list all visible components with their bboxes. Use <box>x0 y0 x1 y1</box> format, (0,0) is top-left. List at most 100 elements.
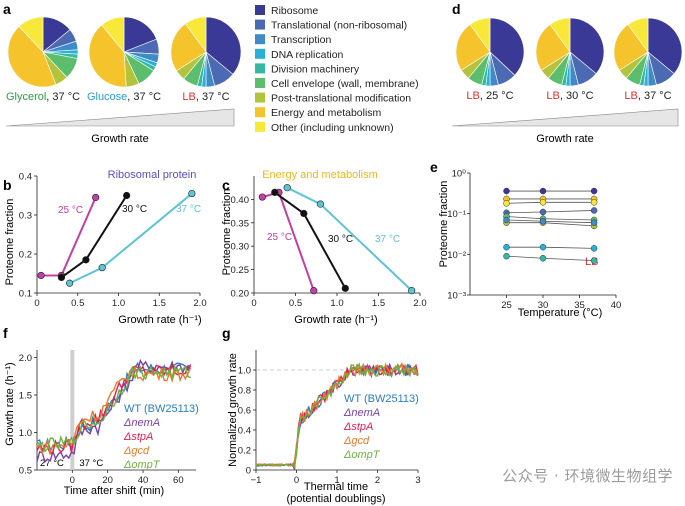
panel-f-chart: Time after shift (min) Growth rate (h⁻¹)… <box>4 350 199 497</box>
data-point <box>590 219 598 226</box>
series-line <box>255 362 419 469</box>
pie-slice-ribosome <box>123 16 157 53</box>
y-tick-label: 2.0 <box>19 353 32 364</box>
pie-slice-energy <box>455 24 491 71</box>
data-point <box>92 193 100 202</box>
y-tick-label: 0.35 <box>231 218 250 229</box>
y-tick-label: 0.6 <box>238 406 251 417</box>
x-tick-label: 2.0 <box>413 298 426 309</box>
legend-label: ΔnemA <box>123 417 160 429</box>
panel-f-ylabel: Growth rate (h⁻¹) <box>4 362 16 445</box>
panel-e-chart: Temperature (°C) Proteome fraction LB 25… <box>438 169 621 320</box>
series-line <box>506 201 595 204</box>
data-point <box>539 199 547 206</box>
legend-label: Δgcd <box>123 445 150 457</box>
legend-label: Δgcd <box>343 435 370 447</box>
legend-swatch <box>255 121 265 132</box>
watermark: 公众号 · 环境微生物组学 <box>502 467 673 485</box>
pie-caption-medium: LB <box>624 90 637 102</box>
pie-slice-energy <box>170 23 207 72</box>
panel-g-chart: Thermal time (potential doublings) Norma… <box>227 350 421 505</box>
pie-slice-energy <box>613 24 649 71</box>
series-label: 30 °C <box>122 204 147 215</box>
y-tick-label: 1.0 <box>238 366 251 377</box>
x-tick-label: 1.5 <box>372 298 385 309</box>
panel-b-title: Ribosomal protein <box>108 169 197 181</box>
x-tick-label: 0 <box>294 475 299 486</box>
series-line <box>506 210 595 214</box>
panel-c-title: Energy and metabolism <box>262 169 378 181</box>
data-point <box>539 218 547 225</box>
pie-caption-temp: , 37 °C <box>46 91 80 103</box>
series-line <box>36 364 192 456</box>
legend-label: Cell envelope (wall, membrane) <box>271 78 419 90</box>
y-tick-label: 0.40 <box>231 195 250 206</box>
x-tick-label: 3 <box>415 475 420 486</box>
x-tick-label: 60 <box>173 475 184 486</box>
data-point <box>590 207 598 214</box>
data-point <box>590 257 598 264</box>
data-point <box>37 271 45 280</box>
legend-label: Division machinery <box>271 63 360 75</box>
data-point <box>258 193 266 201</box>
panel-f-xlabel: Time after shift (min) <box>64 485 164 497</box>
x-tick-label: 20 <box>102 475 113 486</box>
legend-label: ΔompT <box>123 459 161 471</box>
y-tick-label: 0.4 <box>19 172 32 183</box>
panel-label-f: f <box>3 325 8 341</box>
series-line <box>506 222 595 227</box>
data-point <box>590 245 598 252</box>
series-label: 25 °C <box>267 232 292 243</box>
pie-caption-medium: Glucose <box>87 91 127 103</box>
legend-swatch <box>255 34 265 45</box>
shift-marker <box>70 350 75 470</box>
region-label-after: 37 °C <box>79 458 103 469</box>
legend-label: DNA replication <box>271 49 344 61</box>
category-legend: Ribosome Translational (non-ribosomal) Tra… <box>255 5 419 134</box>
pie-slice-ribosome <box>569 17 605 75</box>
data-point <box>503 216 510 224</box>
panel-label-d: d <box>452 1 461 17</box>
y-tick-label: 0 <box>246 466 251 477</box>
series-label: 30 °C <box>328 234 353 245</box>
legend-label: Other (including unknown) <box>271 122 394 134</box>
pie-caption: LB, 37 °C <box>624 90 671 102</box>
data-point <box>57 273 66 282</box>
y-tick-label: 10⁻² <box>447 250 466 261</box>
series-line <box>255 362 419 467</box>
data-point <box>188 189 196 198</box>
panel-e-xlabel: Temperature (°C) <box>518 307 602 319</box>
data-point <box>503 200 510 207</box>
data-point <box>408 287 416 295</box>
series-line <box>255 363 419 471</box>
legend-label: ΔompT <box>343 449 381 461</box>
y-tick-label: 0.1 <box>19 289 32 300</box>
data-point <box>316 200 325 208</box>
panel-c-xlabel: Growth rate (h⁻¹) <box>294 314 377 326</box>
y-tick-label: 1.0 <box>19 428 32 439</box>
pie-slice-energy <box>535 24 571 71</box>
series-line <box>506 216 595 221</box>
pie-caption-medium: LB <box>546 90 559 102</box>
panel-d-xlabel: Growth rate <box>536 133 593 145</box>
pie-slice-other <box>101 16 125 53</box>
panel-label-g: g <box>222 325 231 341</box>
pie-caption-temp: , 30 °C <box>560 90 594 102</box>
series-label: 37 °C <box>375 234 400 245</box>
series-line <box>506 246 595 249</box>
legend-swatch <box>255 48 265 59</box>
data-point <box>82 256 90 264</box>
pie-caption-temp: , 37 °C <box>127 91 161 103</box>
panel-g-xlabel2: (potential doublings) <box>286 493 385 505</box>
panel-g-ylabel: Normalized growth rate <box>227 353 239 467</box>
pie-slice-energy <box>88 24 127 88</box>
pie-slice-ribosome <box>647 17 683 75</box>
panel-label-e: e <box>430 159 438 175</box>
legend-label: ΔstpA <box>123 431 153 443</box>
pie-slice-other <box>185 16 207 53</box>
x-tick-label: 2.0 <box>193 298 206 309</box>
pie-caption: LB, 37 °C <box>182 91 229 103</box>
x-tick-label: 0 <box>251 298 256 309</box>
y-tick-label: 10⁰ <box>452 169 467 180</box>
